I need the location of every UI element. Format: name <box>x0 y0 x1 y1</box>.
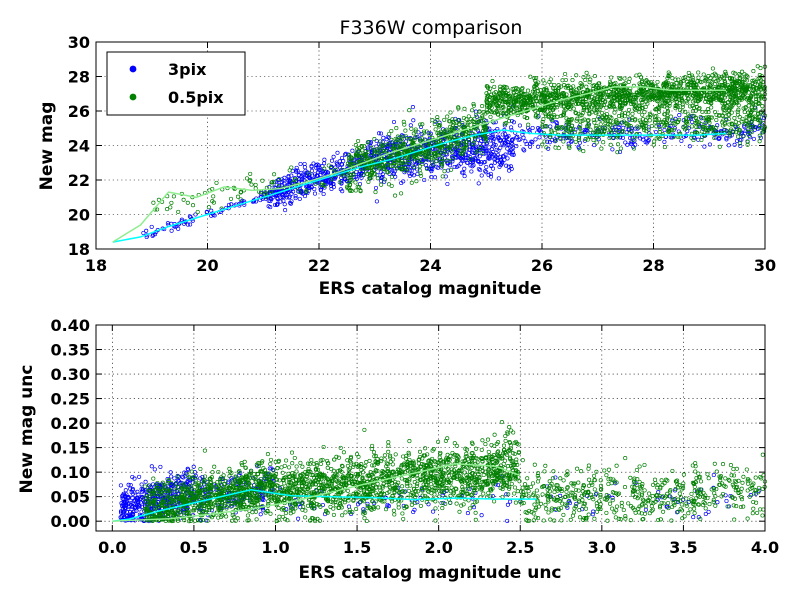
y-tick-label: 20 <box>68 206 90 225</box>
legend: 3pix 0.5pix <box>107 52 245 115</box>
y-tick-label: 24 <box>68 137 90 156</box>
x-tick-label: 24 <box>419 256 441 275</box>
y-tick-label: 18 <box>68 240 90 259</box>
y-tick-label: 28 <box>68 68 90 87</box>
legend-marker-0-5pix <box>130 94 137 101</box>
legend-marker-3pix <box>130 66 137 73</box>
top-x-axis-label: ERS catalog magnitude <box>319 279 542 299</box>
legend-label-0-5pix: 0.5pix <box>168 88 224 107</box>
y-tick-label: 22 <box>68 171 90 190</box>
x-tick-label: 28 <box>642 256 664 275</box>
x-tick-label: 26 <box>531 256 553 275</box>
y-tick-label: 30 <box>68 33 90 52</box>
x-tick-label: 20 <box>196 256 218 275</box>
x-tick-label: 30 <box>754 256 776 275</box>
chart-title: F336W comparison <box>340 17 523 39</box>
legend-label-3pix: 3pix <box>168 60 207 79</box>
top-y-axis-label: New mag <box>37 102 57 191</box>
y-tick-label: 26 <box>68 102 90 121</box>
x-tick-label: 22 <box>308 256 330 275</box>
